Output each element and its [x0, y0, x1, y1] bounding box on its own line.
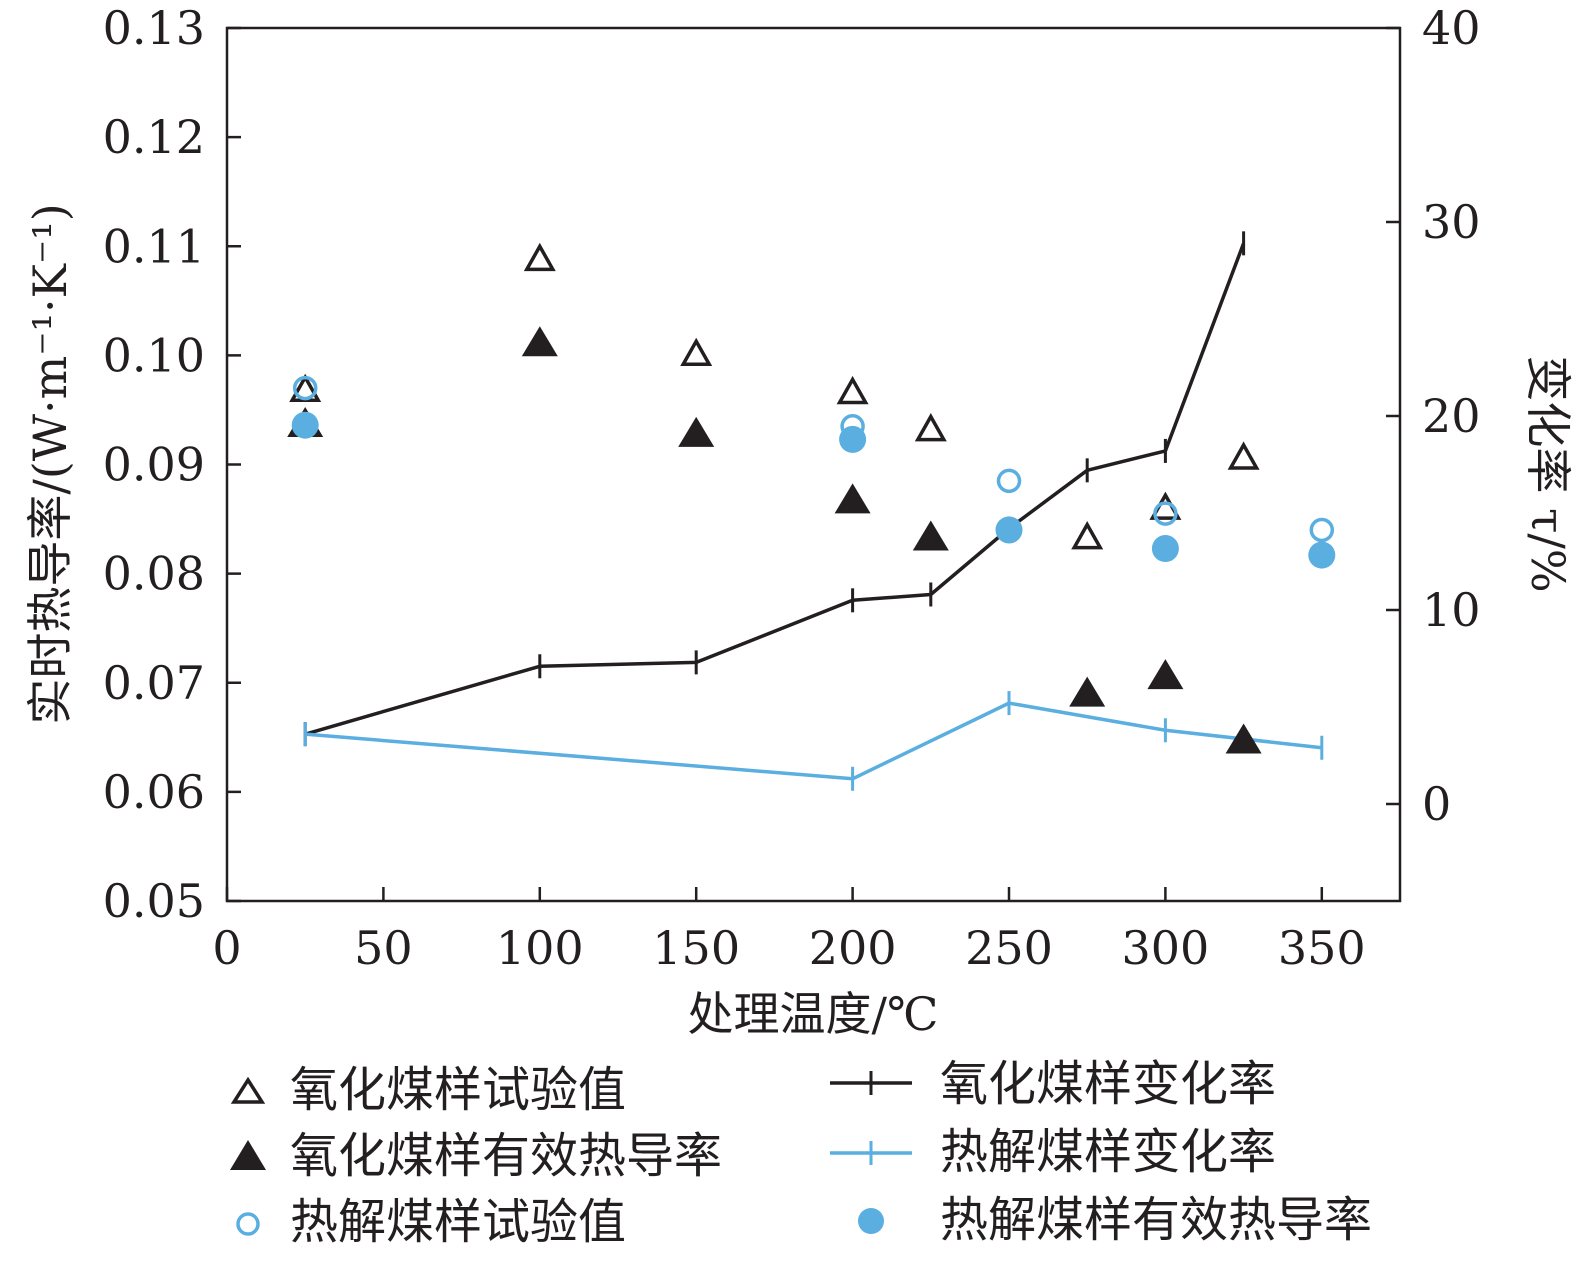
- x-tick-label: 50: [354, 921, 413, 975]
- legend-label: 氧化煤样试验值: [290, 1062, 626, 1118]
- data-point: [914, 413, 947, 442]
- y-left-axis-title: 实时热导率/(W·m⁻¹·K⁻¹): [23, 203, 77, 724]
- legend-label: 热解煤样试验值: [290, 1194, 626, 1250]
- data-point: [996, 468, 1022, 494]
- data-point: [292, 375, 318, 401]
- y-left-tick-label: 0.11: [103, 219, 205, 273]
- plot-area: [287, 231, 1336, 791]
- x-tick-label: 200: [809, 921, 897, 975]
- legend-label: 热解煤样有效热导率: [940, 1192, 1372, 1248]
- x-tick-label: 300: [1121, 921, 1209, 975]
- legend-marker-triangle-open: [230, 1076, 266, 1104]
- data-point: [678, 416, 715, 447]
- y-right-tick-label: 40: [1422, 1, 1481, 55]
- y-left-axis: 0.05 0.06 0.07 0.08 0.09 0.10 0.11 0.12 0.13: [103, 1, 241, 928]
- data-point: [1309, 517, 1335, 543]
- legend-marker-circle-filled: [858, 1208, 884, 1234]
- y-left-tick-label: 0.07: [103, 656, 205, 710]
- y-right-axis: 0 10 20 30 40: [1386, 1, 1481, 831]
- data-point: [1071, 521, 1104, 550]
- data-point: [1225, 723, 1262, 754]
- legend-item-oxidized-measured: 氧化煤样试验值: [230, 1062, 626, 1118]
- y-left-tick-label: 0.09: [103, 438, 205, 492]
- data-point: [1153, 501, 1178, 526]
- y-left-tick-label: 0.08: [103, 547, 205, 601]
- data-point: [839, 425, 867, 453]
- legend-label: 氧化煤样有效热导率: [290, 1128, 722, 1184]
- x-tick-label: 0: [212, 921, 241, 975]
- x-tick-label: 150: [652, 921, 740, 975]
- y-left-tick-label: 0.13: [103, 1, 205, 55]
- y-right-tick-label: 0: [1422, 777, 1451, 831]
- legend-item-pyrolyzed-measured: 热解煤样试验值: [236, 1194, 626, 1250]
- data-point: [836, 375, 869, 405]
- x-axis-title: 处理温度/℃: [688, 987, 939, 1041]
- legend-item-oxidized-rate: 氧化煤样变化率: [830, 1056, 1276, 1112]
- data-point: [1227, 441, 1260, 470]
- data-point: [834, 483, 871, 514]
- data-point: [1308, 541, 1336, 569]
- legend-label: 氧化煤样变化率: [940, 1056, 1276, 1112]
- legend-item-oxidized-effective: 氧化煤样有效热导率: [230, 1128, 722, 1184]
- x-tick-label: 250: [965, 921, 1053, 975]
- legend-label: 热解煤样变化率: [940, 1124, 1276, 1180]
- y-left-tick-label: 0.12: [103, 110, 205, 164]
- y-right-tick-label: 10: [1422, 583, 1481, 637]
- y-right-tick-label: 20: [1422, 389, 1481, 443]
- data-point: [912, 520, 949, 551]
- data-point: [521, 326, 558, 357]
- data-point: [1147, 659, 1184, 690]
- y-right-tick-label: 30: [1422, 195, 1481, 249]
- data-point: [291, 411, 319, 439]
- legend-marker-circle-open: [236, 1212, 260, 1236]
- legend-item-pyrolyzed-effective: 热解煤样有效热导率: [858, 1192, 1372, 1248]
- data-point: [1069, 676, 1106, 707]
- legend: 氧化煤样试验值 氧化煤样有效热导率 热解煤样试验值 氧化煤样变化率 热解煤样变化…: [230, 1056, 1372, 1250]
- y-right-axis-title: 变化率 τ/%: [1521, 355, 1575, 592]
- x-axis: 0 50 100 150 200 250 300 350: [212, 887, 1366, 975]
- y-left-tick-label: 0.06: [103, 765, 205, 819]
- legend-item-pyrolyzed-rate: 热解煤样变化率: [830, 1124, 1276, 1180]
- y-left-tick-label: 0.10: [103, 328, 205, 382]
- data-point: [1151, 535, 1179, 563]
- data-point: [523, 242, 556, 272]
- x-tick-label: 350: [1278, 921, 1366, 975]
- data-point: [995, 516, 1023, 544]
- legend-marker-triangle-filled: [230, 1140, 266, 1170]
- y-left-tick-label: 0.05: [103, 874, 205, 928]
- x-tick-label: 100: [496, 921, 584, 975]
- data-point: [680, 337, 713, 367]
